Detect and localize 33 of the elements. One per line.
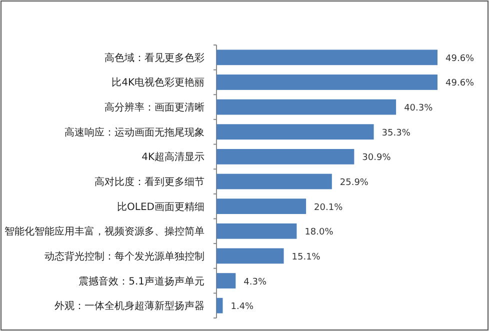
data-label: 20.1% <box>314 202 344 213</box>
data-label: 30.9% <box>362 153 392 164</box>
data-label: 1.4% <box>230 302 254 312</box>
bar <box>216 148 354 164</box>
y-tick-label: 高速响应：运动画面无拖尾现象 <box>64 126 204 138</box>
data-label: 4.3% <box>244 277 267 288</box>
data-label: 49.6% <box>446 54 475 64</box>
bar <box>216 174 332 190</box>
data-label: 40.3% <box>404 104 434 114</box>
bar <box>216 223 297 239</box>
data-label: 18.0% <box>304 228 334 238</box>
data-label: 15.1% <box>292 252 321 262</box>
bar <box>216 298 223 314</box>
y-tick-label: 动态背光控制：每个发光源单独控制 <box>44 250 204 262</box>
y-tick-label: 高分辨率：画面更清晰 <box>104 102 204 114</box>
bar <box>216 248 284 264</box>
y-tick-label: 4K超高清显示 <box>142 151 204 164</box>
bar <box>216 198 306 214</box>
bar <box>216 124 374 140</box>
y-tick-label: 外观：一体全机身超薄新型扬声器 <box>54 300 204 312</box>
bar <box>216 99 396 115</box>
y-tick-label: 比OLED画面更精细 <box>117 200 204 213</box>
data-label: 49.6% <box>446 78 475 89</box>
y-tick-label: 高对比度：看到更多细节 <box>94 176 204 188</box>
y-tick-label: 比4K电视色彩更艳丽 <box>112 76 204 89</box>
bar <box>216 74 438 90</box>
y-tick-label: 高色域：看见更多色彩 <box>104 52 204 64</box>
y-tick-label: 震撼音效：5.1声道扬声单元 <box>78 275 204 288</box>
y-tick-label: 智能化智能应用丰富，视频资源多、操控简单 <box>4 226 204 238</box>
bar <box>216 50 438 66</box>
data-label: 25.9% <box>340 178 369 188</box>
data-label: 35.3% <box>382 128 411 138</box>
bar <box>216 273 236 288</box>
